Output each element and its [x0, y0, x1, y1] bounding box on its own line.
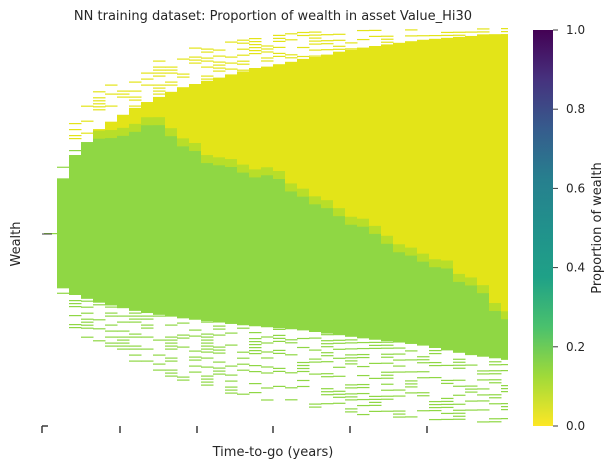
colorbar-tick-label: 0.6	[566, 181, 585, 195]
colorbar-tick-label: 0.2	[566, 340, 585, 354]
heatmap-cells	[44, 28, 508, 423]
x-axis-ticks	[41, 425, 428, 433]
colorbar-ticks: 0.0 0.2 0.4 0.6 0.8 1.0	[553, 23, 585, 433]
colorbar-tick-label: 0.8	[566, 102, 585, 116]
x-axis-label: Time-to-go (years)	[212, 445, 334, 460]
colorbar-tick-label: 1.0	[566, 23, 585, 37]
chart-title: NN training dataset: Proportion of wealt…	[74, 9, 472, 24]
colorbar-tick-label: 0.0	[566, 419, 585, 433]
colorbar	[533, 30, 553, 426]
colorbar-label: Proportion of wealth	[590, 162, 605, 293]
colorbar-tick-label: 0.4	[566, 261, 585, 275]
y-axis-label: Wealth	[9, 221, 24, 266]
